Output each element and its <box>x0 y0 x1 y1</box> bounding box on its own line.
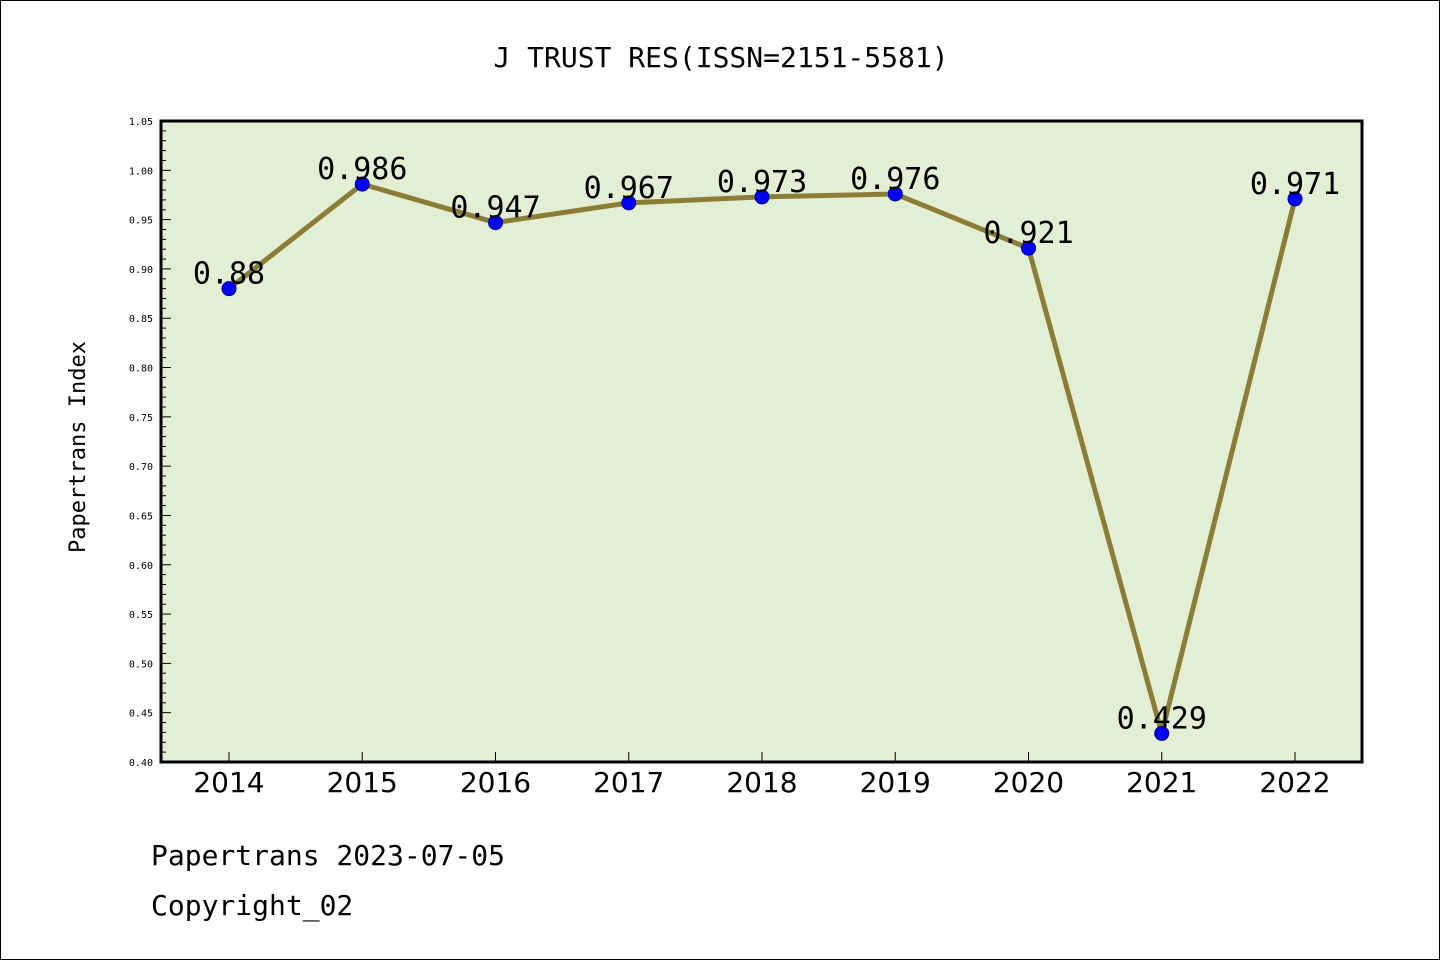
plot-area <box>159 119 1364 764</box>
chart-title: J TRUST RES(ISSN=2151-5581) <box>493 41 948 74</box>
y-tick-label: 0.80 <box>129 364 153 375</box>
data-point <box>354 176 370 192</box>
x-tick-label: 2015 <box>327 766 398 799</box>
data-value-label: 0.986 <box>317 152 407 187</box>
data-point <box>488 215 503 231</box>
x-tick-label: 2021 <box>1126 766 1197 799</box>
data-point <box>1021 240 1036 256</box>
data-value-label: 0.429 <box>1117 701 1207 736</box>
data-point <box>221 281 237 297</box>
y-axis-label: Papertrans Index <box>66 341 91 553</box>
data-point <box>887 186 903 202</box>
x-axis: 2014 2015 2016 2017 2018 2019 2020 2021 2022 <box>193 752 1331 799</box>
x-tick-label: 2018 <box>726 766 797 799</box>
footer-copyright: Copyright_02 <box>151 889 353 923</box>
data-value-label: 0.973 <box>717 165 807 200</box>
y-tick-label: 0.40 <box>129 758 153 769</box>
data-value-label: 0.967 <box>584 171 674 206</box>
x-tick-label: 2020 <box>993 766 1064 799</box>
x-tick-label: 2016 <box>460 766 531 799</box>
data-markers <box>221 176 1303 741</box>
data-point <box>1287 191 1303 207</box>
data-point <box>754 189 770 205</box>
y-tick-label: 0.95 <box>129 216 153 227</box>
x-tick-label: 2019 <box>860 766 931 799</box>
data-labels: 0.88 0.986 0.947 0.967 0.973 0.976 0.921 0.429 0… <box>193 152 1340 736</box>
y-tick-label: 0.45 <box>129 709 153 720</box>
y-tick-label: 0.70 <box>129 462 153 473</box>
data-value-label: 0.88 <box>193 257 265 292</box>
y-axis: 0.40 0.45 0.50 0.55 0.60 0.65 0.70 0.75 0.80 0.85… <box>129 117 171 769</box>
data-value-label: 0.947 <box>450 191 540 226</box>
y-tick-label: 0.75 <box>129 413 153 424</box>
y-tick-label: 1.05 <box>129 117 153 128</box>
y-tick-label: 0.85 <box>129 314 153 325</box>
x-tick-label: 2022 <box>1259 766 1330 799</box>
x-tick-label: 2017 <box>593 766 664 799</box>
data-value-label: 0.976 <box>850 162 940 197</box>
footer-date: Papertrans 2023-07-05 <box>151 839 505 872</box>
data-point <box>1154 725 1170 741</box>
x-tick-label: 2014 <box>193 766 264 799</box>
data-point <box>621 195 637 211</box>
y-tick-label: 1.00 <box>129 166 153 177</box>
data-value-label: 0.921 <box>983 216 1073 251</box>
y-tick-label: 0.90 <box>129 265 153 276</box>
y-tick-label: 0.55 <box>129 610 153 621</box>
y-tick-label: 0.60 <box>129 561 153 572</box>
y-tick-label: 0.65 <box>129 511 153 522</box>
data-value-label: 0.971 <box>1250 167 1340 202</box>
y-tick-label: 0.50 <box>129 659 153 670</box>
